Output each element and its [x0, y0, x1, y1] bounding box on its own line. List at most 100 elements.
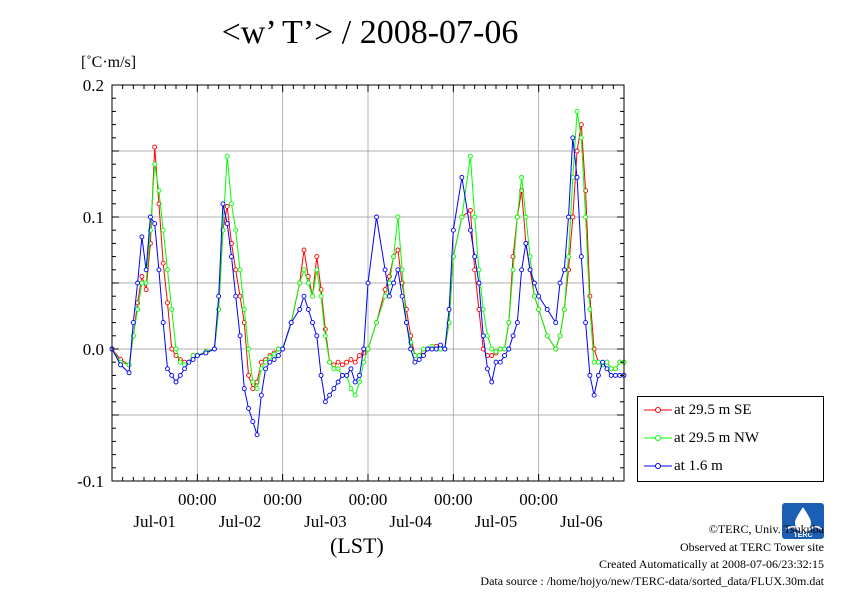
- x-time-label: 00:00: [519, 490, 558, 509]
- legend-item-nw: at 29.5 m NW: [638, 429, 823, 449]
- data-point: [314, 254, 320, 260]
- data-point: [237, 293, 243, 299]
- data-point: [544, 333, 550, 339]
- data-point: [318, 372, 324, 378]
- data-point: [493, 359, 499, 365]
- data-point: [246, 372, 251, 378]
- data-point: [613, 366, 618, 372]
- data-point: [497, 346, 503, 352]
- data-point: [314, 267, 320, 273]
- data-point: [301, 247, 307, 253]
- data-point: [536, 306, 542, 312]
- data-point: [467, 227, 473, 233]
- data-point: [386, 293, 392, 299]
- data-point: [335, 366, 341, 372]
- data-point: [348, 357, 354, 363]
- data-point: [480, 306, 486, 312]
- data-point: [600, 359, 606, 365]
- data-point: [566, 254, 571, 260]
- data-point: [327, 392, 333, 398]
- data-point: [523, 214, 529, 220]
- data-point: [506, 320, 512, 326]
- data-point: [254, 432, 260, 438]
- data-point: [357, 372, 362, 378]
- data-point: [143, 280, 149, 286]
- series-layer: [109, 108, 627, 438]
- data-point: [583, 320, 589, 326]
- x-time-label: 00:00: [349, 490, 388, 509]
- data-point: [352, 359, 358, 365]
- data-point: [335, 379, 341, 385]
- data-point: [399, 293, 405, 299]
- data-point: [190, 357, 196, 363]
- data-point: [574, 148, 580, 154]
- data-point: [403, 320, 409, 326]
- legend-label-nw: at 29.5 m NW: [674, 430, 759, 446]
- credit-copyright: ©TERC, Univ. Tsukuba: [708, 522, 824, 536]
- data-point: [553, 346, 559, 352]
- data-point: [467, 207, 473, 213]
- data-point: [416, 357, 422, 363]
- data-point: [322, 399, 328, 405]
- data-point: [493, 349, 499, 355]
- data-point: [267, 354, 273, 360]
- data-point: [583, 214, 589, 220]
- x-day-label: Jul-04: [389, 512, 432, 531]
- data-point: [523, 240, 529, 246]
- data-point: [250, 379, 256, 385]
- data-point: [510, 267, 516, 273]
- data-point: [147, 214, 153, 220]
- data-point: [386, 280, 392, 286]
- data-point: [467, 153, 473, 159]
- data-point: [310, 320, 315, 326]
- data-point: [595, 359, 601, 365]
- data-point: [250, 419, 256, 425]
- data-point: [271, 357, 277, 363]
- data-point: [374, 320, 379, 326]
- data-point: [186, 359, 192, 365]
- data-point: [578, 122, 584, 128]
- data-point: [339, 372, 345, 378]
- data-point: [139, 273, 145, 279]
- data-point: [438, 346, 443, 352]
- data-point: [241, 386, 247, 392]
- y-axis-unit: [˚C·m/s]: [81, 54, 137, 71]
- data-point: [472, 267, 478, 273]
- legend-item-se: at 29.5 m SE: [638, 401, 823, 421]
- data-point: [297, 306, 303, 312]
- data-point: [604, 359, 610, 365]
- data-point: [237, 267, 243, 273]
- data-point: [211, 346, 217, 352]
- data-point: [544, 306, 550, 312]
- data-point: [139, 280, 145, 286]
- data-point: [395, 267, 401, 273]
- series-2: [109, 135, 627, 438]
- legend-marker-16m: [644, 463, 672, 469]
- data-point: [216, 293, 222, 299]
- data-point: [399, 267, 405, 273]
- y-tick-label: 0.1: [83, 208, 104, 227]
- data-point: [361, 346, 367, 352]
- data-point: [135, 280, 141, 286]
- data-point: [344, 372, 350, 378]
- data-point: [237, 333, 243, 339]
- data-point: [459, 214, 465, 220]
- legend-marker-se: [644, 407, 672, 413]
- x-day-label: Jul-02: [219, 512, 262, 531]
- data-point: [280, 346, 286, 352]
- data-point: [506, 346, 512, 352]
- data-point: [160, 260, 166, 266]
- data-point: [301, 293, 307, 299]
- data-point: [514, 214, 520, 220]
- data-point: [165, 267, 170, 273]
- data-point: [305, 306, 311, 312]
- data-point: [331, 366, 337, 372]
- data-point: [391, 280, 397, 286]
- data-point: [502, 353, 507, 359]
- data-point: [250, 386, 256, 392]
- data-point: [152, 161, 158, 167]
- data-point: [152, 221, 158, 227]
- data-point: [587, 372, 593, 378]
- data-point: [374, 214, 379, 220]
